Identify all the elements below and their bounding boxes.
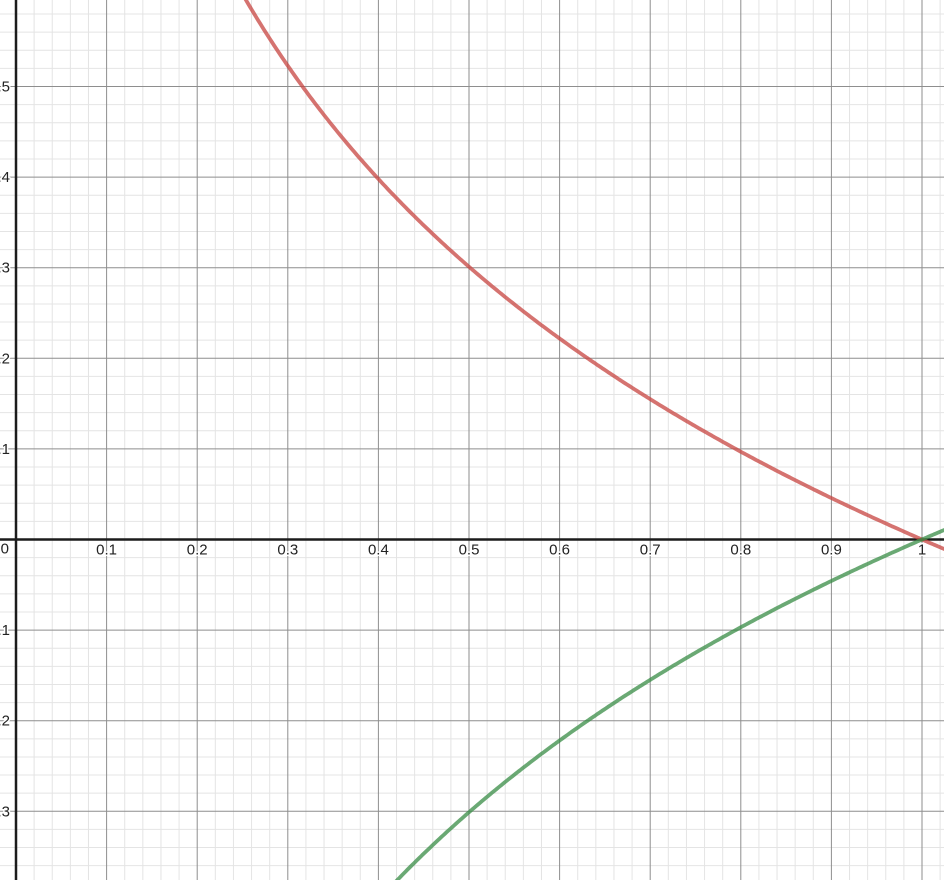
x-tick-label: 0.4 [368, 542, 389, 559]
y-tick-label: -0.1 [0, 622, 10, 639]
y-tick-label: 0.4 [0, 169, 10, 186]
x-tick-label: 0.5 [459, 542, 480, 559]
x-tick-label: 0.6 [549, 542, 570, 559]
x-tick-label: 0.3 [277, 542, 298, 559]
x-tick-label: 1 [918, 542, 926, 559]
axis-tick-labels: 0.1 0.2 0.3 0.4 0.5 0.6 0.7 0.8 0.9 1 0.5 0.4 0.3 0.2… [0, 77, 928, 822]
function-curves [243, 0, 944, 880]
x-tick-label: 0.2 [187, 542, 208, 559]
curve-neg_log10 [243, 0, 944, 551]
curve-log10 [394, 528, 944, 880]
x-tick-label: 0.1 [96, 542, 117, 559]
x-tick-label: 0.8 [730, 542, 751, 559]
y-tick-label: 0.2 [0, 350, 10, 367]
y-tick-label: -0.2 [0, 713, 10, 730]
x-tick-label: 0.9 [821, 542, 842, 559]
y-tick-label: 0.3 [0, 260, 10, 277]
y-tick-label: 0.5 [0, 79, 10, 96]
x-tick-label: 0.7 [640, 542, 661, 559]
origin-label: 0 [1, 541, 9, 558]
y-tick-label: 0.1 [0, 441, 10, 458]
y-tick-label: -0.3 [0, 803, 10, 820]
